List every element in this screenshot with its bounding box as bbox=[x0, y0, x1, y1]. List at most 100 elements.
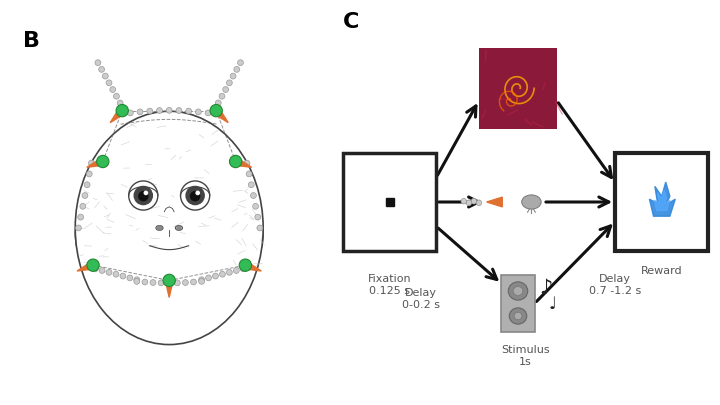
Circle shape bbox=[230, 74, 236, 80]
Circle shape bbox=[247, 264, 253, 270]
Ellipse shape bbox=[522, 196, 541, 210]
Ellipse shape bbox=[156, 226, 163, 231]
Circle shape bbox=[82, 193, 88, 199]
Circle shape bbox=[116, 105, 128, 117]
Circle shape bbox=[134, 277, 140, 283]
Circle shape bbox=[127, 275, 132, 281]
Circle shape bbox=[253, 204, 258, 210]
Circle shape bbox=[220, 272, 225, 277]
Circle shape bbox=[96, 156, 109, 168]
Circle shape bbox=[156, 108, 163, 114]
Circle shape bbox=[471, 199, 477, 205]
Circle shape bbox=[99, 67, 104, 73]
Circle shape bbox=[239, 259, 251, 272]
Ellipse shape bbox=[217, 199, 264, 271]
Circle shape bbox=[166, 280, 172, 286]
Circle shape bbox=[177, 226, 181, 230]
Circle shape bbox=[219, 94, 225, 100]
Circle shape bbox=[121, 107, 127, 113]
Polygon shape bbox=[110, 109, 125, 124]
Circle shape bbox=[251, 193, 256, 199]
Circle shape bbox=[106, 270, 112, 275]
Circle shape bbox=[240, 266, 246, 272]
Circle shape bbox=[110, 87, 116, 93]
Circle shape bbox=[227, 81, 233, 87]
Circle shape bbox=[244, 161, 250, 166]
Polygon shape bbox=[77, 262, 94, 271]
Text: Stimulus
1s: Stimulus 1s bbox=[501, 344, 550, 366]
Circle shape bbox=[196, 192, 199, 195]
Circle shape bbox=[181, 181, 210, 211]
Polygon shape bbox=[487, 198, 503, 207]
Ellipse shape bbox=[509, 308, 527, 324]
Circle shape bbox=[150, 280, 156, 286]
Circle shape bbox=[129, 181, 158, 211]
Ellipse shape bbox=[75, 199, 120, 271]
Circle shape bbox=[174, 280, 180, 286]
Circle shape bbox=[212, 273, 218, 279]
Polygon shape bbox=[649, 183, 675, 217]
Circle shape bbox=[86, 172, 92, 177]
Circle shape bbox=[142, 279, 148, 285]
Circle shape bbox=[106, 81, 112, 87]
Circle shape bbox=[191, 192, 199, 201]
Circle shape bbox=[99, 268, 105, 274]
Circle shape bbox=[113, 272, 119, 277]
Polygon shape bbox=[234, 158, 251, 168]
Circle shape bbox=[476, 200, 482, 206]
Circle shape bbox=[158, 226, 161, 230]
Circle shape bbox=[117, 101, 123, 107]
Circle shape bbox=[222, 87, 228, 93]
Circle shape bbox=[461, 199, 467, 205]
Circle shape bbox=[210, 105, 222, 117]
Text: B: B bbox=[23, 32, 40, 51]
Polygon shape bbox=[244, 262, 261, 271]
Circle shape bbox=[255, 215, 261, 220]
Circle shape bbox=[78, 215, 84, 220]
Circle shape bbox=[134, 187, 153, 205]
Circle shape bbox=[89, 161, 94, 166]
Polygon shape bbox=[166, 281, 173, 298]
Circle shape bbox=[238, 61, 243, 66]
Ellipse shape bbox=[176, 226, 182, 231]
Circle shape bbox=[233, 268, 239, 274]
Circle shape bbox=[166, 108, 172, 114]
Circle shape bbox=[127, 111, 133, 117]
Bar bbox=[343, 154, 436, 251]
Circle shape bbox=[147, 109, 153, 115]
Circle shape bbox=[95, 61, 101, 66]
Text: Delay
0-0.2 s: Delay 0-0.2 s bbox=[402, 288, 440, 309]
Circle shape bbox=[134, 279, 140, 285]
Circle shape bbox=[80, 204, 86, 210]
Polygon shape bbox=[87, 158, 104, 168]
Circle shape bbox=[246, 172, 252, 177]
Circle shape bbox=[176, 108, 182, 114]
Circle shape bbox=[76, 226, 81, 231]
Circle shape bbox=[215, 101, 221, 107]
Circle shape bbox=[227, 270, 233, 275]
Circle shape bbox=[120, 273, 126, 279]
Circle shape bbox=[158, 280, 164, 286]
Circle shape bbox=[206, 275, 212, 281]
Text: Fixation
0.125 s: Fixation 0.125 s bbox=[368, 273, 411, 295]
Circle shape bbox=[139, 192, 148, 201]
Circle shape bbox=[182, 280, 189, 286]
Polygon shape bbox=[654, 191, 670, 211]
Circle shape bbox=[186, 187, 204, 205]
Circle shape bbox=[195, 110, 202, 115]
Bar bbox=[479, 49, 557, 130]
Circle shape bbox=[92, 266, 98, 272]
Circle shape bbox=[199, 279, 204, 285]
Text: ♪: ♪ bbox=[539, 277, 552, 297]
Ellipse shape bbox=[508, 282, 528, 301]
Text: ♩: ♩ bbox=[548, 295, 556, 313]
Circle shape bbox=[114, 94, 120, 100]
Circle shape bbox=[230, 156, 242, 168]
Circle shape bbox=[234, 67, 240, 73]
Circle shape bbox=[84, 182, 90, 188]
Circle shape bbox=[248, 182, 254, 188]
Circle shape bbox=[191, 279, 197, 285]
Bar bbox=[615, 154, 708, 251]
Polygon shape bbox=[213, 109, 228, 124]
Ellipse shape bbox=[513, 287, 523, 296]
